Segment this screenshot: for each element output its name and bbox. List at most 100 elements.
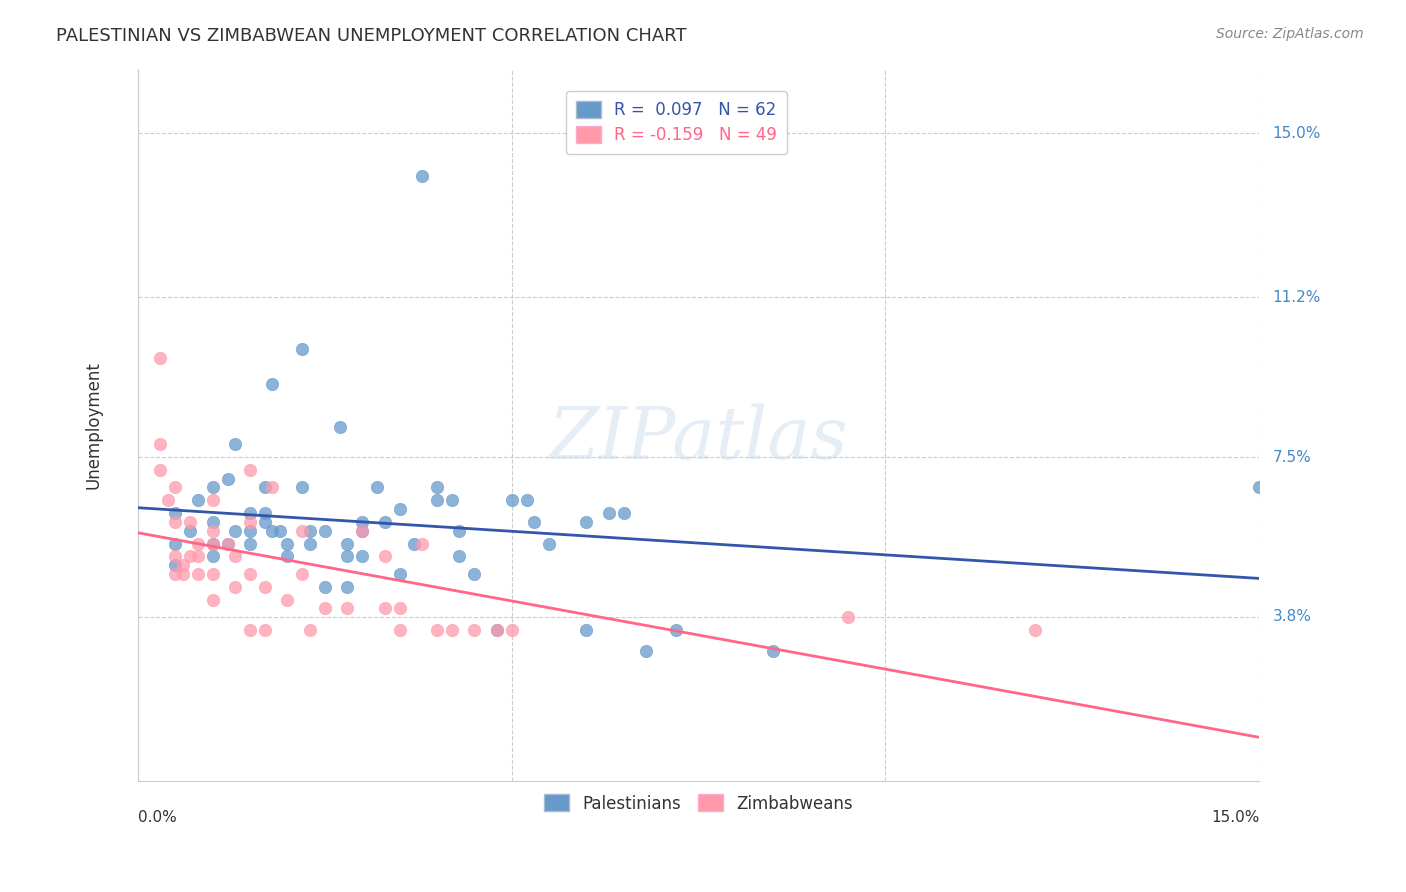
Point xyxy=(388,502,411,516)
Point xyxy=(165,480,187,494)
Point xyxy=(463,566,485,581)
Point xyxy=(149,351,172,365)
Point xyxy=(201,480,224,494)
Point xyxy=(298,536,321,550)
Point xyxy=(224,549,246,564)
Point xyxy=(449,524,471,538)
Point xyxy=(262,480,284,494)
Point xyxy=(239,524,262,538)
Text: PALESTINIAN VS ZIMBABWEAN UNEMPLOYMENT CORRELATION CHART: PALESTINIAN VS ZIMBABWEAN UNEMPLOYMENT C… xyxy=(56,27,688,45)
Text: ZIPatlas: ZIPatlas xyxy=(548,404,848,475)
Point xyxy=(201,515,224,529)
Point xyxy=(149,437,172,451)
Point xyxy=(388,566,411,581)
Point xyxy=(411,169,433,184)
Point xyxy=(172,558,194,573)
Point xyxy=(269,524,291,538)
Text: 0.0%: 0.0% xyxy=(138,810,177,824)
Point xyxy=(374,601,396,615)
Point xyxy=(485,623,508,637)
Point xyxy=(165,549,187,564)
Point xyxy=(374,515,396,529)
Point xyxy=(314,601,336,615)
Point xyxy=(201,524,224,538)
Point xyxy=(224,437,246,451)
Text: 15.0%: 15.0% xyxy=(1211,810,1260,824)
Text: Source: ZipAtlas.com: Source: ZipAtlas.com xyxy=(1216,27,1364,41)
Point xyxy=(239,463,262,477)
Point xyxy=(463,623,485,637)
Point xyxy=(291,566,314,581)
Point xyxy=(165,566,187,581)
Point xyxy=(336,580,359,594)
Point xyxy=(187,566,209,581)
Point xyxy=(165,536,187,550)
Point xyxy=(224,524,246,538)
Point xyxy=(329,420,352,434)
Point xyxy=(523,515,546,529)
Point xyxy=(352,524,374,538)
Point xyxy=(239,536,262,550)
Point xyxy=(575,623,598,637)
Point xyxy=(314,524,336,538)
Point xyxy=(352,515,374,529)
Point xyxy=(179,549,201,564)
Point xyxy=(201,566,224,581)
Point xyxy=(613,506,636,520)
Point xyxy=(187,493,209,508)
Point xyxy=(239,506,262,520)
Point xyxy=(575,515,598,529)
Point xyxy=(291,342,314,356)
Point xyxy=(239,515,262,529)
Point xyxy=(352,524,374,538)
Point xyxy=(201,536,224,550)
Point xyxy=(172,566,194,581)
Point xyxy=(404,536,426,550)
Point xyxy=(440,623,463,637)
Point xyxy=(336,601,359,615)
Point xyxy=(179,524,201,538)
Legend: Palestinians, Zimbabweans: Palestinians, Zimbabweans xyxy=(534,784,863,822)
Point xyxy=(217,472,239,486)
Point xyxy=(276,549,298,564)
Point xyxy=(201,493,224,508)
Point xyxy=(388,623,411,637)
Point xyxy=(366,480,388,494)
Point xyxy=(165,515,187,529)
Point xyxy=(314,580,336,594)
Point xyxy=(149,463,172,477)
Point xyxy=(762,644,785,658)
Point xyxy=(411,536,433,550)
Point xyxy=(291,524,314,538)
Point xyxy=(165,506,187,520)
Point xyxy=(426,623,449,637)
Point xyxy=(636,644,658,658)
Point xyxy=(253,506,276,520)
Point xyxy=(336,536,359,550)
Point xyxy=(276,592,298,607)
Point xyxy=(1024,623,1046,637)
Point xyxy=(291,480,314,494)
Point xyxy=(352,549,374,564)
Text: 7.5%: 7.5% xyxy=(1272,450,1312,465)
Text: 11.2%: 11.2% xyxy=(1272,290,1322,305)
Point xyxy=(187,549,209,564)
Point xyxy=(374,549,396,564)
Point xyxy=(217,536,239,550)
Point xyxy=(501,493,523,508)
Point xyxy=(440,493,463,508)
Point xyxy=(485,623,508,637)
Point xyxy=(253,580,276,594)
Point xyxy=(665,623,688,637)
Point xyxy=(262,376,284,391)
Text: 3.8%: 3.8% xyxy=(1272,609,1312,624)
Point xyxy=(165,558,187,573)
Point xyxy=(426,493,449,508)
Point xyxy=(253,480,276,494)
Point xyxy=(239,623,262,637)
Point xyxy=(201,592,224,607)
Point xyxy=(837,610,859,624)
Point xyxy=(449,549,471,564)
Point xyxy=(239,566,262,581)
Point xyxy=(388,601,411,615)
